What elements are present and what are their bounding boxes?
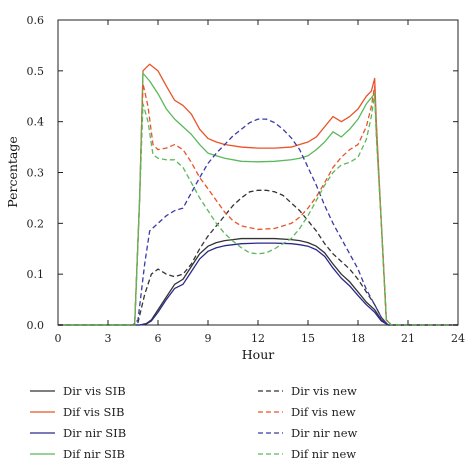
legend-label-dir-nir-new: Dir nir new [291, 426, 358, 440]
x-tick-label: 24 [451, 332, 465, 345]
y-axis-title: Percentage [5, 136, 20, 208]
y-tick-label: 0.3 [27, 167, 45, 180]
legend-label-dif-vis-sib: Dif vis SIB [63, 405, 124, 419]
x-tick-label: 18 [351, 332, 365, 345]
y-tick-label: 0.5 [27, 65, 45, 78]
legend-label-dif-nir-sib: Dif nir SIB [63, 447, 125, 461]
x-tick-label: 21 [401, 332, 415, 345]
x-tick-label: 0 [55, 332, 62, 345]
series-line-dif-vis-sib [58, 63, 458, 326]
series-layer [58, 63, 458, 326]
y-tick-label: 0.0 [27, 319, 45, 332]
legend-label-dif-nir-new: Dif nir new [291, 447, 356, 461]
x-tick-label: 12 [251, 332, 265, 345]
y-axis-ticks: 0.0 0.1 0.2 0.3 0.4 0.5 0.6 [27, 14, 458, 332]
legend-label-dir-vis-new: Dir vis new [291, 384, 357, 398]
x-tick-label: 6 [155, 332, 162, 345]
x-axis-ticks: 0 3 6 9 12 15 18 21 24 [55, 20, 465, 345]
y-tick-label: 0.2 [27, 217, 45, 230]
series-line-dif-nir-new [58, 93, 458, 326]
plot-frame [57, 19, 459, 326]
series-line-dif-nir-sib [58, 72, 458, 326]
legend: Dir vis SIB Dif vis SIB Dir nir SIB Dif nir… [30, 384, 358, 461]
series-line-dir-nir-sib [58, 242, 458, 326]
series-line-dir-vis-new [58, 189, 458, 326]
y-tick-label: 0.4 [27, 116, 45, 129]
x-tick-label: 9 [205, 332, 212, 345]
legend-label-dif-vis-new: Dif vis new [291, 405, 356, 419]
y-tick-label: 0.1 [27, 268, 45, 281]
series-line-dif-vis-new [58, 82, 458, 326]
series-line-dir-vis-sib [58, 237, 458, 326]
x-axis-title: Hour [242, 347, 274, 362]
x-tick-label: 15 [301, 332, 315, 345]
legend-label-dir-nir-sib: Dir nir SIB [63, 426, 126, 440]
x-tick-label: 3 [105, 332, 112, 345]
series-line-dir-nir-new [58, 118, 458, 326]
legend-label-dir-vis-sib: Dir vis SIB [63, 384, 126, 398]
y-tick-label: 0.6 [27, 14, 45, 27]
